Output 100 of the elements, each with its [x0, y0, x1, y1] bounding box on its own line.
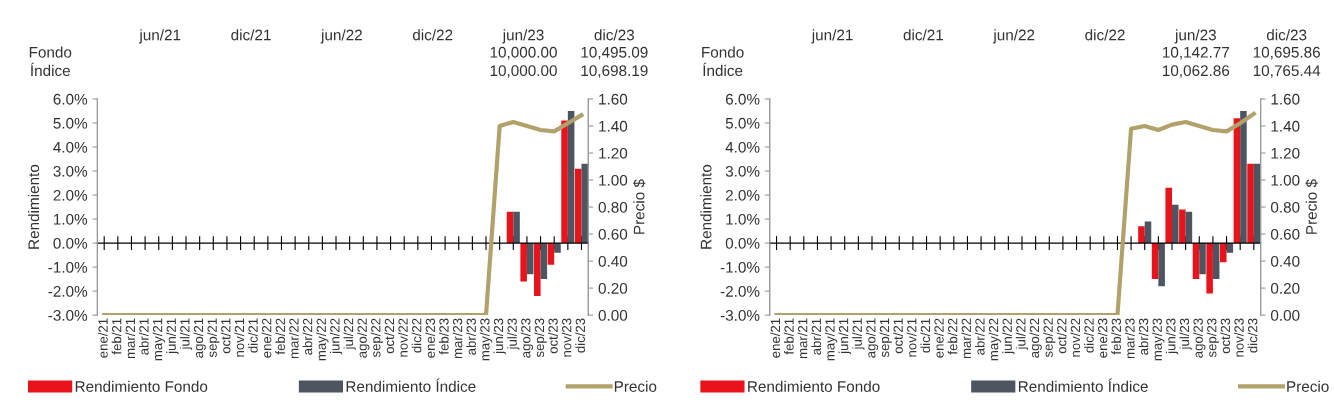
legend-label: Rendimiento Fondo: [748, 380, 880, 392]
y2-tick-label: 0.20: [598, 282, 628, 294]
text: 10,000.00: [490, 65, 557, 78]
y2-tick-label: 0.60: [598, 228, 628, 240]
y-tick-label: 1.0%: [54, 213, 88, 225]
x-tick-label: sep/21: [879, 318, 892, 358]
line-series: [774, 111, 1256, 316]
y-tick-label: 2.0%: [53, 189, 88, 201]
text: 10,698.19: [581, 65, 648, 78]
x-tick-label: sep/21: [207, 318, 220, 358]
y-axis-title: Rendimiento: [700, 164, 712, 249]
y2-tick-label: 1.60: [599, 93, 628, 105]
y-tick-label: 6.0%: [53, 93, 88, 105]
y-tick-label: -2.0%: [720, 285, 760, 297]
bar: [513, 211, 520, 244]
text: dic/23: [594, 29, 635, 41]
x-tick-label: oct/22: [384, 318, 395, 354]
x-tick-label: feb/22: [947, 318, 958, 355]
x-tick-label: jun/21: [838, 318, 851, 355]
y2-axis-title: Precio $: [1305, 179, 1318, 234]
y-tick-label: -1.0%: [48, 261, 88, 273]
x-tick-label: mar/22: [961, 318, 971, 359]
x-tick-label: dic/22: [1084, 318, 1094, 353]
x-tick-label: feb/22: [275, 318, 286, 355]
x-tick-label: oct/22: [1056, 318, 1067, 354]
text: jun/23: [502, 29, 544, 44]
y2-axis-title: Precio $: [633, 179, 646, 234]
x-tick-label: sep/22: [370, 318, 384, 358]
x-tick-label: sep/23: [1206, 318, 1220, 358]
x-tick-label: nov/22: [1070, 318, 1081, 357]
y-tick-label: 5.0%: [53, 117, 88, 129]
x-tick-label: mar/23: [452, 318, 463, 359]
x-tick-label: oct/21: [220, 318, 231, 354]
text: dic/22: [1085, 29, 1125, 41]
bar: [1171, 204, 1179, 244]
x-tick-label: abr/22: [974, 318, 985, 355]
x-tick-label: abr/21: [138, 318, 149, 355]
bar: [1179, 209, 1186, 244]
text: 10,695.86: [1253, 46, 1320, 60]
x-tick-label: feb/23: [1111, 318, 1121, 355]
x-tick-label: dic/23: [1247, 318, 1258, 353]
bar: [1165, 187, 1172, 244]
x-tick-label: oct/23: [548, 318, 558, 354]
text: Fondo: [702, 46, 744, 58]
x-tick-label: abr/21: [811, 318, 821, 355]
bar: [1253, 163, 1261, 244]
text: jun/22: [320, 29, 362, 44]
x-tick-label: ene/21: [770, 318, 781, 358]
y-tick-label: 3.0%: [53, 165, 88, 177]
text: Índice: [703, 62, 743, 77]
x-tick-label: ago/23: [520, 318, 534, 358]
x-tick-label: jun/23: [1165, 318, 1179, 355]
y2-tick-label: 1.00: [599, 174, 628, 186]
x-tick-label: abr/23: [466, 318, 476, 355]
y2-tick-label: 1.20: [599, 147, 628, 159]
y2-tick-label: 1.40: [599, 120, 628, 132]
text: dic/21: [231, 29, 271, 41]
text: 10,062.86: [1163, 65, 1230, 78]
bar: [581, 163, 589, 244]
x-tick-label: abr/23: [1138, 318, 1149, 355]
bar: [1219, 243, 1227, 263]
y2-tick-label: 0.40: [1270, 255, 1300, 267]
x-tick-label: ago/21: [193, 318, 206, 358]
x-tick-label: may/21: [152, 318, 165, 361]
x-tick-label: dic/23: [575, 318, 586, 353]
x-tick-label: mar/21: [797, 318, 808, 359]
text: dic/22: [412, 29, 453, 41]
text: 10,142.77: [1163, 46, 1230, 60]
x-tick-label: jul/21: [852, 318, 865, 350]
legend-label: Precio: [614, 380, 657, 392]
y-tick-label: 5.0%: [725, 117, 760, 129]
legend-label: Rendimiento Índice: [1018, 378, 1148, 392]
y-tick-label: 4.0%: [53, 141, 88, 153]
y2-tick-label: 1.60: [1271, 93, 1300, 105]
x-tick-label: sep/22: [1043, 318, 1056, 358]
bar: [1199, 243, 1206, 275]
y2-tick-label: 0.80: [598, 201, 628, 213]
text: Índice: [30, 62, 70, 77]
x-tick-label: oct/21: [893, 318, 903, 354]
y2-tick-label: 0.40: [598, 255, 628, 267]
text: dic/21: [903, 29, 944, 41]
text: jun/21: [811, 29, 853, 44]
x-tick-label: may/22: [316, 318, 329, 361]
y2-tick-label: 1.40: [1271, 120, 1300, 132]
x-tick-label: ene/23: [425, 318, 436, 358]
x-tick-label: dic/21: [248, 318, 258, 353]
bar: [1138, 226, 1145, 244]
x-tick-label: oct/23: [1220, 318, 1231, 354]
x-tick-label: mar/21: [125, 318, 136, 359]
x-tick-label: jun/23: [493, 318, 506, 355]
x-tick-label: ago/22: [1029, 318, 1042, 358]
y-tick-label: 2.0%: [725, 189, 760, 201]
x-tick-label: sep/23: [534, 318, 547, 358]
text: dic/23: [1266, 29, 1307, 41]
x-tick-label: ene/23: [1097, 318, 1108, 358]
y2-tick-label: 0.00: [598, 309, 628, 321]
y-tick-label: 1.0%: [726, 213, 760, 225]
x-tick-label: ago/23: [1193, 318, 1206, 358]
x-tick-label: may/21: [824, 318, 838, 361]
y-axis-title: Rendimiento: [27, 164, 40, 249]
